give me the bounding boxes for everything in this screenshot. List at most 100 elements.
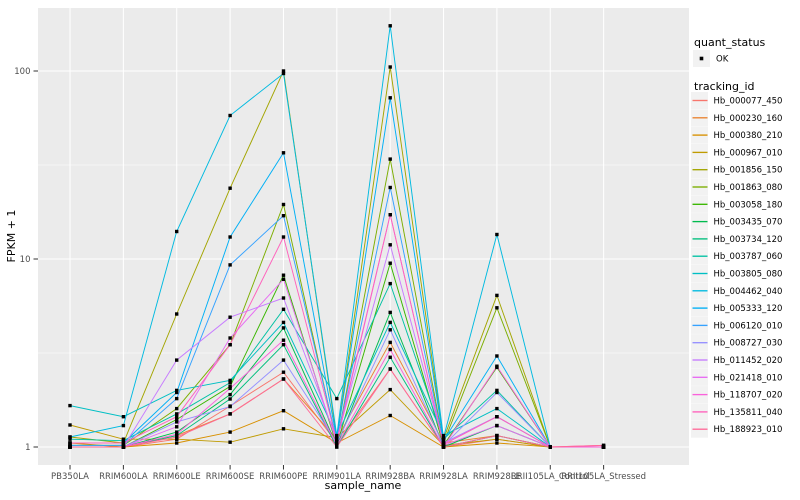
legend-item-Hb_000077_450: Hb_000077_450 [691,92,782,109]
data-point [441,436,446,440]
data-point [175,415,179,419]
data-point [228,263,232,267]
legend-item-Hb_118707_020: Hb_118707_020 [691,386,782,404]
legend-tracking-id-title: tracking_id [694,80,755,93]
data-point [68,445,72,449]
legend-item-Hb_008727_030: Hb_008727_030 [691,334,782,352]
data-point [228,440,232,444]
data-point [175,396,179,401]
data-point [175,420,179,424]
data-point [441,439,446,443]
data-point [388,367,392,371]
data-point [281,358,286,362]
data-point [388,281,392,286]
legend-item-Hb_003058_180: Hb_003058_180 [691,195,783,213]
data-point [281,409,286,413]
legend-item-label: Hb_004462_040 [714,287,783,297]
legend-item-Hb_005333_120: Hb_005333_120 [691,299,782,317]
data-point [281,277,286,281]
legend-item-Hb_003805_080: Hb_003805_080 [691,265,782,282]
data-point [388,185,392,190]
data-point [281,71,286,76]
data-point [388,340,392,345]
data-point [175,432,179,436]
x-tick-label: RRIM600PE [259,472,307,482]
legend-item-Hb_004462_040: Hb_004462_040 [691,282,783,300]
legend-item-label: Hb_003734_120 [714,235,783,245]
legend-item-label: Hb_011452_020 [714,356,783,366]
data-point [281,202,286,207]
data-point [175,406,179,411]
legend-item-Hb_001856_150: Hb_001856_150 [691,161,783,179]
data-point [175,430,179,434]
data-point [335,445,339,449]
data-point [335,439,339,443]
legend-item-label: Hb_188923_010 [714,425,783,435]
data-point [441,433,446,438]
data-point [68,441,72,445]
data-point [495,390,499,395]
data-point [175,358,179,362]
data-point [495,293,499,298]
data-point [495,364,499,368]
legend-item-label: Hb_003805_080 [714,270,783,280]
data-point [495,437,499,441]
legend-item-label: Hb_003435_070 [714,218,783,228]
data-point [228,378,232,383]
data-point [281,338,286,342]
data-point [228,404,232,409]
legend-ok-label: OK [716,55,729,65]
data-point [388,355,392,359]
data-point [228,343,232,347]
data-point [335,441,339,445]
data-point [495,354,499,358]
data-point [495,441,499,445]
data-point [228,186,232,190]
data-point [388,387,392,392]
legend-item-label: Hb_000967_010 [714,148,783,158]
legend-entries: Hb_000077_450 Hb_000230_160 Hb_000380_210 H… [691,92,782,438]
data-point [335,396,339,401]
data-point [121,441,126,445]
legend-item-Hb_003734_120: Hb_003734_120 [691,230,783,248]
data-point [281,307,286,311]
data-point [281,151,286,155]
legend-item-label: Hb_003787_060 [714,252,783,262]
data-point [175,312,179,316]
legend-item-label: Hb_021418_010 [714,373,783,383]
data-point [281,370,286,374]
x-tick-label: RRIM600LA [99,472,148,482]
legend-item-label: Hb_003058_180 [714,200,783,210]
legend-item-label: Hb_001856_150 [714,166,783,176]
legend-item-Hb_135811_040: Hb_135811_040 [691,403,782,421]
legend-item-label: Hb_000230_160 [714,114,783,124]
data-point [68,437,72,441]
data-point [175,412,179,416]
data-point [388,24,392,28]
x-tick-label: RRII105LA_Control [511,472,590,482]
data-point [548,445,552,449]
data-point [175,229,179,234]
panel-background [38,8,689,465]
data-point [281,377,286,381]
x-tick-label: RRIM928LA [419,472,468,482]
y-axis-title: FPKM + 1 [5,210,18,263]
legend-item-Hb_188923_010: Hb_188923_010 [691,420,783,438]
data-point [335,433,339,438]
ok-point-icon [699,56,704,61]
data-point [388,96,392,100]
data-point [228,315,232,319]
data-point [281,273,286,277]
data-point [228,380,232,385]
data-point [388,261,392,265]
data-point [441,445,446,449]
legend-item-Hb_021418_010: Hb_021418_010 [691,368,783,386]
legend-item-Hb_000380_210: Hb_000380_210 [691,126,782,144]
data-points [68,24,606,449]
data-point [175,390,179,395]
data-point [388,243,392,247]
data-point [388,213,392,217]
data-point [281,326,286,330]
data-point [601,443,606,448]
